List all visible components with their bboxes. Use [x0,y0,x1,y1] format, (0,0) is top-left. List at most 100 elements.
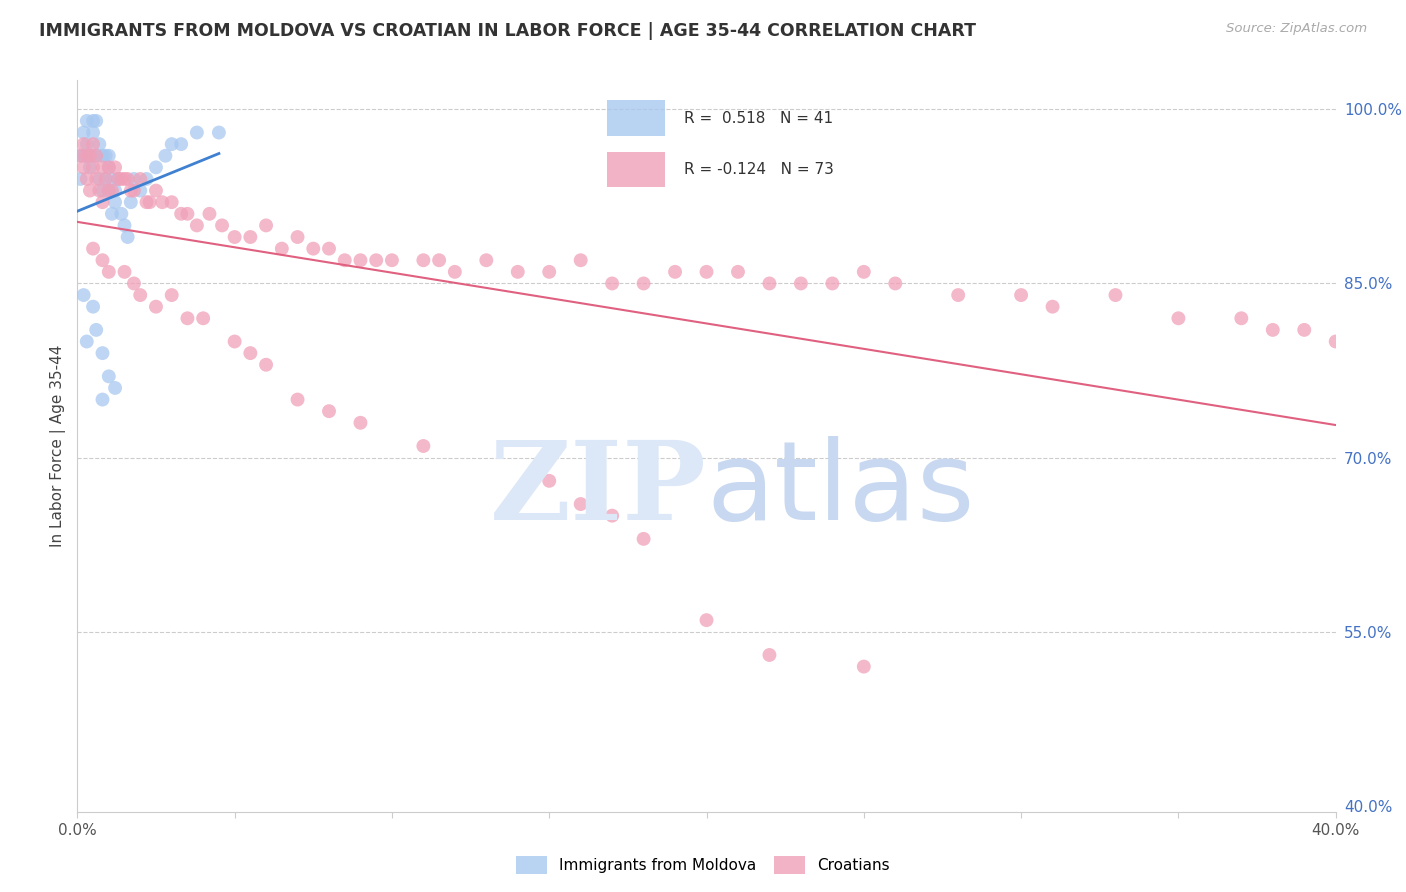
Point [97,184,120,198]
Point [91,184,114,198]
Point [239,230,262,244]
Point [381,253,404,268]
Point [129,184,152,198]
Point [1294,323,1316,337]
Point [110,207,132,221]
Text: R = -0.124   N = 73: R = -0.124 N = 73 [685,162,834,177]
Point [101,184,124,198]
Point [79,184,101,198]
Point [84,149,107,163]
Point [91,161,114,175]
Point [94,172,117,186]
Point [91,392,114,407]
Point [72,149,94,163]
Point [84,149,107,163]
Point [1324,334,1347,349]
Point [600,508,623,523]
Point [211,219,233,233]
Point [117,230,139,244]
Point [160,288,183,302]
Point [120,195,142,210]
Point [76,149,98,163]
Point [145,161,167,175]
Point [696,613,718,627]
Point [160,137,183,152]
Point [122,277,145,291]
Point [727,265,749,279]
Point [664,265,686,279]
Point [129,288,152,302]
Point [569,497,592,511]
Point [333,253,356,268]
Point [1042,300,1064,314]
Point [318,242,340,256]
Point [538,265,561,279]
Point [76,149,98,163]
Point [76,172,98,186]
Point [633,277,655,291]
Point [170,207,193,221]
Point [82,114,104,128]
Point [79,161,101,175]
Point [186,219,208,233]
Point [82,161,104,175]
Text: Source: ZipAtlas.com: Source: ZipAtlas.com [1226,22,1367,36]
Point [366,253,388,268]
Point [104,195,127,210]
Point [1104,288,1126,302]
Point [72,137,94,152]
Point [122,184,145,198]
Point [884,277,907,291]
Point [129,172,152,186]
Point [94,149,117,163]
Text: ZIP: ZIP [489,436,707,543]
Point [538,474,561,488]
Bar [606,152,665,187]
Point [696,265,718,279]
Point [114,219,136,233]
Point [758,277,780,291]
Text: IMMIGRANTS FROM MOLDOVA VS CROATIAN IN LABOR FORCE | AGE 35-44 CORRELATION CHART: IMMIGRANTS FROM MOLDOVA VS CROATIAN IN L… [39,22,976,40]
Point [91,195,114,210]
Point [89,184,111,198]
Point [506,265,529,279]
Point [790,277,813,291]
Point [89,172,111,186]
Point [758,648,780,662]
Point [191,311,215,326]
Point [97,161,120,175]
Point [852,265,875,279]
Point [412,253,434,268]
Point [82,137,104,152]
Point [412,439,434,453]
Legend: Immigrants from Moldova, Croatians: Immigrants from Moldova, Croatians [510,850,896,880]
Point [224,334,246,349]
Point [84,323,107,337]
Point [160,195,183,210]
Point [444,265,467,279]
Point [349,253,371,268]
Point [114,265,136,279]
Point [170,137,193,152]
Point [110,172,132,186]
Point [104,381,127,395]
Point [104,161,127,175]
Point [91,253,114,268]
Point [287,392,309,407]
Point [270,242,292,256]
Point [101,207,124,221]
Point [176,311,198,326]
Point [76,114,98,128]
Point [84,172,107,186]
Point [1230,311,1253,326]
Point [475,253,498,268]
Point [254,219,277,233]
Point [254,358,277,372]
Point [145,300,167,314]
Point [104,184,127,198]
Point [239,346,262,360]
Point [302,242,325,256]
Point [122,172,145,186]
Point [138,195,160,210]
Point [97,265,120,279]
